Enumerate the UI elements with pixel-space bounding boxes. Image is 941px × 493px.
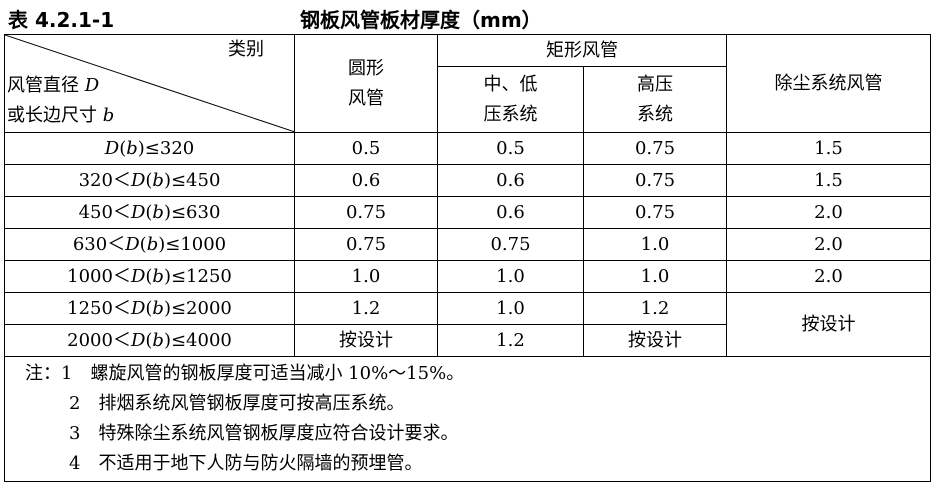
table-row: 450＜D(b)≤630 0.75 0.6 0.75 2.0	[4, 196, 931, 229]
high-cell: 0.75	[583, 196, 727, 229]
low-cell: 1.0	[437, 292, 584, 325]
row-axis-label-line2: 或长边尺寸 b	[7, 105, 115, 126]
header-round-line2: 风管	[348, 87, 384, 109]
round-cell: 0.75	[294, 228, 438, 261]
low-cell: 0.6	[437, 196, 584, 229]
round-cell: 0.75	[294, 196, 438, 229]
size-cell: 630＜D(b)≤1000	[4, 228, 295, 261]
header-diagonal-cell: 类别 风管直径 D 或长边尺寸 b	[4, 34, 295, 133]
category-label: 类别	[228, 39, 264, 60]
round-cell: 1.2	[294, 292, 438, 325]
header-rect-duct: 矩形风管	[437, 33, 727, 68]
table-number: 表 4.2.1-1	[8, 8, 115, 32]
row-axis-label: 风管直径 D 或长边尺寸 b	[7, 71, 114, 131]
header-rect-high: 高压 系统	[583, 66, 727, 133]
note-2: 2 排烟系统风管钢板厚度可按高压系统。	[69, 393, 405, 414]
round-cell: 按设计	[294, 324, 438, 357]
header-rect-low-line2: 压系统	[483, 103, 538, 125]
size-cell: D(b)≤320	[4, 132, 295, 165]
notes-row: 注：1 螺旋风管的钢板厚度可适当减小 10%～15%。 2 排烟系统风管钢板厚度…	[4, 356, 931, 482]
table-row: 320＜D(b)≤450 0.6 0.6 0.75 1.5	[4, 164, 931, 197]
thickness-table: 类别 风管直径 D 或长边尺寸 b 圆形 风管 矩形风管 除尘系统风管 中、低 …	[4, 33, 931, 482]
table-row: 2000＜D(b)≤4000 按设计 1.2 按设计	[4, 324, 931, 357]
note-1: 注：1 螺旋风管的钢板厚度可适当减小 10%～15%。	[25, 363, 465, 384]
high-cell: 1.0	[583, 228, 727, 261]
low-cell: 0.75	[437, 228, 584, 261]
table-row: 1000＜D(b)≤1250 1.0 1.0 1.0 2.0	[4, 260, 931, 293]
table-row: 630＜D(b)≤1000 0.75 0.75 1.0 2.0	[4, 228, 931, 261]
low-cell: 1.0	[437, 260, 584, 293]
size-cell: 2000＜D(b)≤4000	[4, 324, 295, 357]
size-cell: 450＜D(b)≤630	[4, 196, 295, 229]
dust-cell: 2.0	[726, 228, 931, 261]
low-cell: 0.5	[437, 132, 584, 165]
dust-cell: 1.5	[726, 132, 931, 165]
row-axis-label-line1: 风管直径 D	[7, 75, 100, 96]
table-row: 1250＜D(b)≤2000 1.2 1.0 1.2 按设计	[4, 292, 931, 357]
round-cell: 0.5	[294, 132, 438, 165]
header-rect-low: 中、低 压系统	[437, 66, 584, 133]
low-cell: 1.2	[437, 324, 584, 357]
note-3: 3 特殊除尘系统风管钢板厚度应符合设计要求。	[69, 423, 459, 444]
high-cell: 1.2	[583, 292, 727, 325]
high-cell: 0.75	[583, 164, 727, 197]
high-cell: 1.0	[583, 260, 727, 293]
diagonal-line	[5, 35, 295, 132]
header-rect-low-line1: 中、低	[483, 73, 538, 95]
header-round-duct: 圆形 风管	[294, 34, 438, 133]
table-title: 钢板风管板材厚度（mm）	[300, 8, 542, 32]
dust-cell: 1.5	[726, 164, 931, 197]
table-row: D(b)≤320 0.5 0.5 0.75 1.5	[4, 132, 931, 165]
dust-cell: 2.0	[726, 260, 931, 293]
dust-cell-merged: 按设计	[726, 292, 931, 357]
header-rect-high-line2: 系统	[637, 103, 673, 125]
header-rect-high-line1: 高压	[637, 73, 673, 95]
size-cell: 1000＜D(b)≤1250	[4, 260, 295, 293]
title-row: 表 4.2.1-1 钢板风管板材厚度（mm）	[0, 0, 941, 32]
size-cell: 320＜D(b)≤450	[4, 164, 295, 197]
note-4: 4 不适用于地下人防与防火隔墙的预埋管。	[69, 453, 423, 474]
size-cell: 1250＜D(b)≤2000	[4, 292, 295, 325]
high-cell: 0.75	[583, 132, 727, 165]
header-round-line1: 圆形	[348, 57, 384, 79]
low-cell: 0.6	[437, 164, 584, 197]
round-cell: 1.0	[294, 260, 438, 293]
high-cell: 按设计	[583, 324, 727, 357]
round-cell: 0.6	[294, 164, 438, 197]
notes-cell: 注：1 螺旋风管的钢板厚度可适当减小 10%～15%。 2 排烟系统风管钢板厚度…	[4, 356, 931, 482]
dust-cell: 2.0	[726, 196, 931, 229]
header-dust-duct: 除尘系统风管	[726, 34, 931, 133]
